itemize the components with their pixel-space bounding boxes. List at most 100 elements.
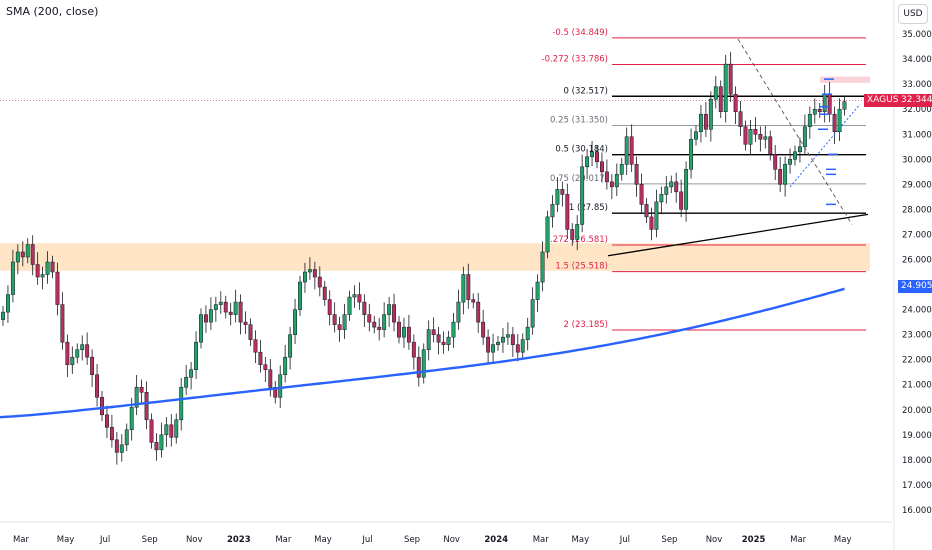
candle-143 [708, 91, 713, 142]
candle-body-76 [377, 326, 382, 330]
candle-body-88 [436, 334, 441, 343]
candle-164 [812, 98, 817, 124]
candle-body-122 [604, 171, 609, 183]
candle-body-52 [258, 351, 263, 365]
candle-body-133 [659, 194, 664, 203]
candle-125 [619, 158, 624, 181]
x-tick-15: Sep [661, 535, 677, 545]
candle-170 [842, 95, 847, 116]
candle-body-117 [580, 166, 585, 225]
candle-42 [208, 297, 213, 330]
candle-146 [723, 54, 728, 123]
candle-139 [689, 128, 693, 179]
fib-label-8: 1.5 (25.518) [555, 262, 608, 272]
candle-91 [451, 312, 456, 348]
candle-39 [194, 331, 199, 379]
candle-50 [248, 318, 253, 346]
candle-body-163 [807, 113, 812, 127]
candle-65 [322, 280, 327, 306]
candle-3 [15, 244, 20, 275]
candle-27 [134, 374, 139, 416]
candle-168 [832, 106, 837, 145]
candle-70 [347, 290, 352, 321]
candle-1 [6, 285, 10, 323]
candle-53 [263, 356, 268, 382]
candle-body-149 [738, 111, 743, 127]
candle-21 [105, 405, 109, 439]
fib-label-1: -0.272 (33.786) [542, 54, 608, 64]
candle-158 [783, 156, 788, 197]
candle-156 [773, 145, 778, 181]
candle-body-164 [812, 108, 817, 115]
candle-161 [798, 137, 802, 163]
candle-body-80 [397, 321, 401, 338]
indicator-label[interactable]: SMA (200, close) [6, 5, 99, 18]
candle-body-144 [713, 86, 718, 100]
candle-23 [114, 432, 119, 465]
candle-0 [1, 305, 5, 326]
y-tick-4: 20.000 [902, 406, 932, 416]
candle-28 [139, 379, 144, 405]
candle-body-75 [372, 321, 377, 328]
candle-130 [644, 198, 649, 224]
candle-76 [377, 317, 382, 341]
candle-150 [743, 120, 748, 151]
candle-137 [679, 179, 684, 218]
candle-96 [476, 292, 481, 333]
fib-label-4: 0.5 (30.184) [555, 145, 608, 155]
candle-34 [169, 414, 174, 447]
candle-169 [837, 98, 842, 142]
candle-124 [614, 163, 619, 197]
x-tick-19: May [834, 535, 852, 545]
candle-134 [664, 176, 669, 204]
candle-body-24 [119, 444, 124, 453]
candle-71 [352, 285, 357, 308]
candle-body-119 [590, 151, 594, 158]
candle-body-112 [555, 189, 560, 205]
candle-body-11 [55, 271, 60, 305]
candle-14 [70, 346, 75, 374]
currency-badge[interactable]: USD [898, 4, 928, 24]
candle-body-85 [421, 349, 426, 378]
y-tick-19: 35.000 [902, 30, 932, 40]
candle-129 [639, 173, 644, 214]
candle-16 [80, 335, 85, 361]
candle-body-47 [233, 301, 238, 315]
x-tick-8: Jul [361, 535, 372, 545]
candle-17 [85, 332, 90, 365]
candle-body-67 [332, 314, 337, 325]
y-tick-12: 28.000 [902, 205, 932, 215]
candle-body-32 [159, 434, 164, 451]
candle-22 [109, 415, 114, 448]
last-price-tag: 32.344 [898, 93, 932, 107]
candle-body-54 [268, 369, 273, 388]
candle-109 [540, 241, 545, 292]
candle-body-131 [649, 216, 654, 230]
candle-25 [124, 423, 129, 452]
candle-67 [332, 302, 337, 333]
candle-body-169 [837, 108, 842, 132]
candle-body-51 [253, 339, 258, 353]
candle-body-23 [114, 439, 119, 453]
candle-13 [65, 334, 70, 377]
candle-body-113 [560, 189, 565, 195]
candle-body-125 [619, 164, 624, 175]
candle-4 [20, 241, 25, 267]
candle-body-107 [530, 299, 535, 328]
candle-152 [753, 116, 758, 143]
candle-body-140 [694, 131, 698, 140]
candle-body-108 [535, 281, 540, 300]
candle-body-53 [263, 364, 268, 370]
candle-body-110 [545, 216, 550, 253]
candle-body-58 [288, 334, 293, 358]
candle-body-168 [832, 113, 837, 132]
y-tick-11: 27.000 [902, 230, 932, 240]
candle-body-98 [486, 336, 491, 353]
candle-body-135 [669, 181, 674, 188]
candle-166 [822, 84, 827, 123]
candle-body-62 [307, 269, 312, 273]
candle-body-12 [60, 304, 65, 343]
candle-107 [530, 287, 535, 335]
